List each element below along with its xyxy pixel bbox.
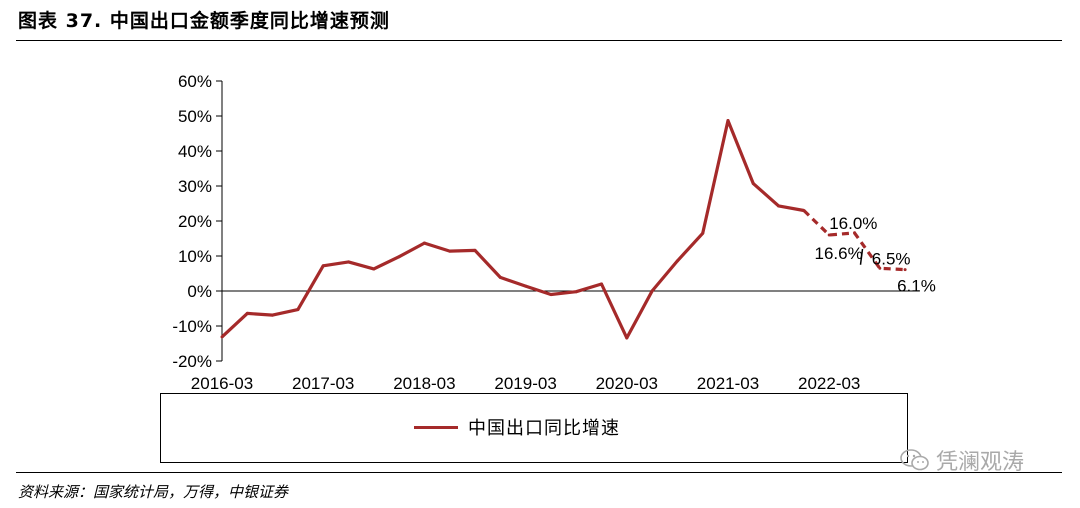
- data-point: [271, 313, 275, 317]
- data-point: [903, 268, 907, 272]
- y-tick-label: 60%: [178, 72, 212, 91]
- data-label: 16.6%: [815, 244, 863, 263]
- data-point: [625, 336, 629, 340]
- data-point: [422, 241, 426, 245]
- x-tick-label: 2019-03: [494, 374, 556, 393]
- legend-item: 中国出口同比增速: [414, 414, 620, 440]
- y-tick-label: 20%: [178, 212, 212, 231]
- data-point: [751, 182, 755, 186]
- data-point: [473, 248, 477, 252]
- data-point: [827, 233, 831, 237]
- legend-label: 中国出口同比增速: [468, 418, 620, 439]
- data-point: [245, 311, 249, 315]
- data-point: [650, 289, 654, 293]
- data-labels: 16.0% 16.6% 6.5% 6.1%: [815, 214, 936, 296]
- data-point: [372, 267, 376, 271]
- y-tick-label: 30%: [178, 177, 212, 196]
- y-axis-ticks: -20% -10% 0% 10% 20% 30% 40% 50% 60%: [172, 72, 222, 371]
- data-point: [600, 282, 603, 286]
- data-label: 6.5%: [872, 249, 911, 268]
- x-tick-label: 2022-03: [798, 374, 860, 393]
- x-axis-ticks: 2016-03 2017-03 2018-03 2019-03 2020-03 2021-…: [191, 374, 861, 393]
- chart-axes: [221, 81, 915, 361]
- y-tick-label: 10%: [178, 247, 212, 266]
- x-tick-label: 2021-03: [697, 374, 759, 393]
- x-tick-label: 2017-03: [292, 374, 354, 393]
- bottom-rule: [16, 472, 1062, 473]
- data-point: [397, 255, 401, 259]
- data-point: [878, 266, 882, 270]
- data-point: [574, 290, 578, 294]
- y-tick-label: -10%: [172, 317, 212, 336]
- data-point: [802, 209, 806, 212]
- watermark-text: 凭澜观涛: [936, 450, 1025, 475]
- label-leader-line: [859, 248, 864, 265]
- data-point: [853, 231, 856, 235]
- legend: 中国出口同比增速: [160, 393, 908, 463]
- data-point: [726, 119, 730, 123]
- data-point: [321, 264, 325, 268]
- data-point: [675, 259, 679, 263]
- wechat-icon: [900, 449, 929, 471]
- data-point: [498, 275, 502, 279]
- data-point: [220, 335, 224, 339]
- y-tick-label: 0%: [187, 282, 212, 301]
- data-point: [448, 249, 452, 253]
- x-tick-label: 2018-03: [393, 374, 455, 393]
- y-tick-label: -20%: [172, 352, 212, 371]
- series-group: [220, 118, 907, 340]
- data-point: [347, 260, 350, 264]
- data-label: 16.0%: [829, 214, 877, 233]
- data-point: [549, 293, 553, 296]
- top-rule: [16, 40, 1062, 41]
- figure-title: 图表 37. 中国出口金额季度同比增速预测: [18, 10, 390, 32]
- line-chart: -20% -10% 0% 10% 20% 30% 40% 50% 60% 2016-03 2017…: [172, 72, 936, 393]
- y-tick-label: 40%: [178, 142, 212, 161]
- x-tick-label: 2020-03: [596, 374, 658, 393]
- data-point: [524, 284, 528, 288]
- legend-swatch: [414, 425, 458, 429]
- data-point: [777, 204, 781, 208]
- data-point: [701, 231, 705, 235]
- x-tick-label: 2016-03: [191, 374, 253, 393]
- data-label: 6.1%: [897, 277, 936, 296]
- y-tick-label: 50%: [178, 107, 212, 126]
- series-line-actual: [220, 118, 805, 340]
- data-point: [296, 308, 300, 312]
- source-note: 资料来源：国家统计局，万得，中银证券: [18, 483, 289, 501]
- watermark: 凭澜观涛: [900, 444, 1024, 476]
